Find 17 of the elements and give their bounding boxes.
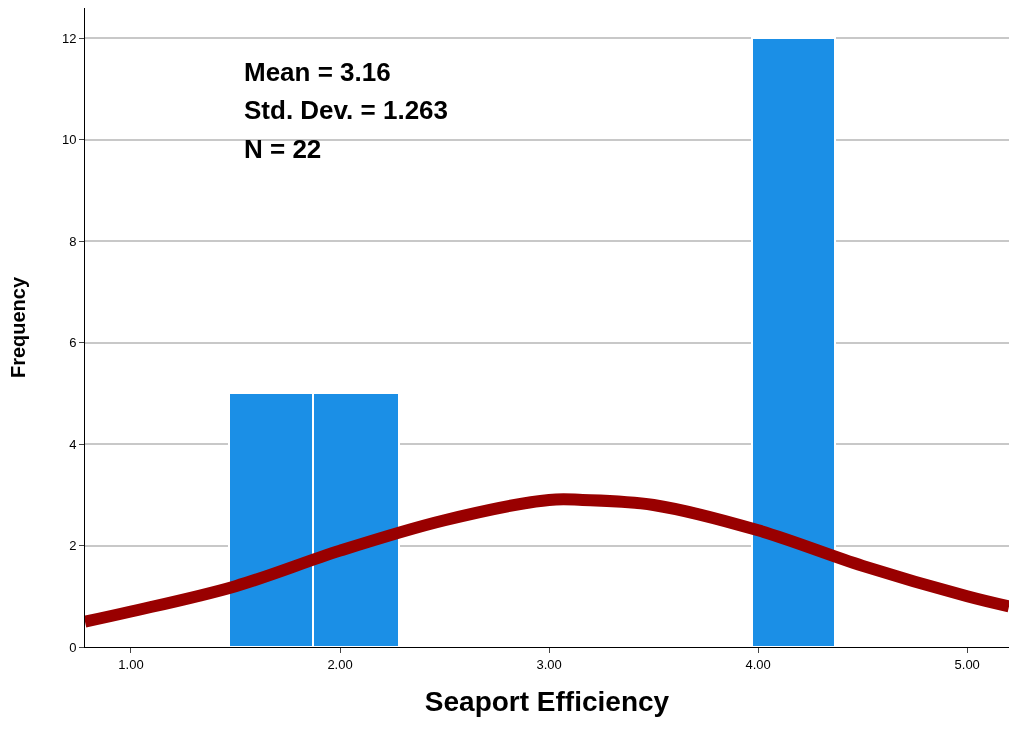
annotation: Mean = 3.16 (244, 57, 391, 87)
y-tick-label: 0 (69, 639, 77, 655)
y-tick-label: 4 (69, 436, 77, 452)
x-tick-label: 2.00 (327, 656, 353, 672)
x-tick-label: 4.00 (745, 656, 771, 672)
annotation: Std. Dev. = 1.263 (244, 95, 449, 125)
y-tick-label: 8 (69, 233, 77, 249)
y-tick-label: 10 (61, 132, 77, 148)
x-tick-label: 5.00 (954, 656, 980, 672)
y-axis-title: Frequency (7, 276, 30, 379)
annotation: N = 22 (244, 134, 322, 164)
x-tick-label: 3.00 (536, 656, 562, 672)
y-tick-label: 6 (69, 335, 77, 351)
x-axis-title: Seaport Efficiency (424, 685, 670, 717)
y-tick-label: 12 (61, 30, 77, 46)
y-tick-label: 2 (69, 538, 77, 554)
x-tick-label: 1.00 (118, 656, 144, 672)
